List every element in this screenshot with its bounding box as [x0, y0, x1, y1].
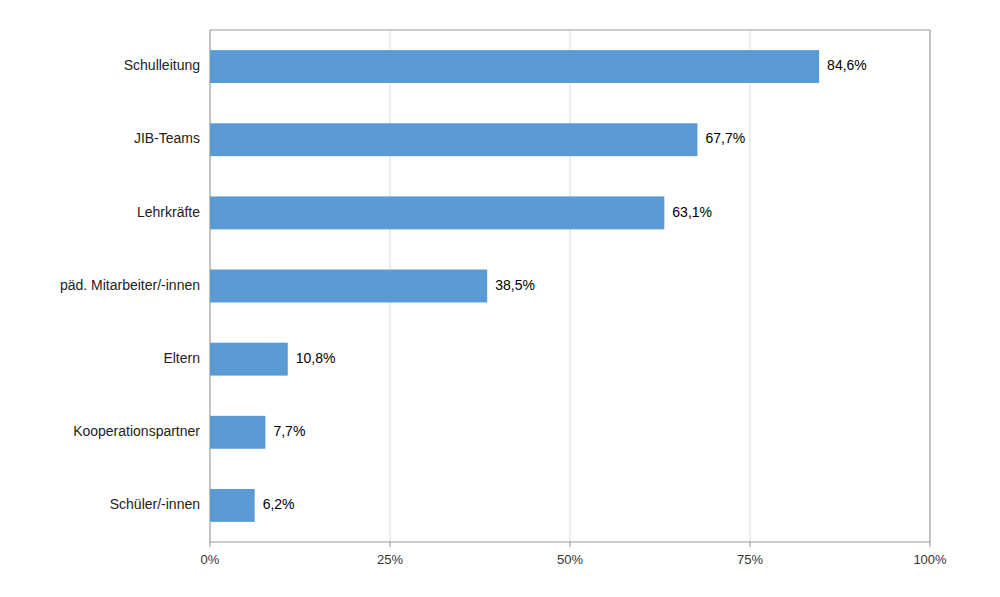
bars [210, 50, 819, 522]
x-tick-label: 25% [377, 552, 403, 567]
y-tick-label: Schulleitung [124, 57, 200, 73]
x-tick [210, 542, 211, 547]
bar [210, 270, 487, 303]
x-tick-label: 100% [913, 552, 947, 567]
y-tick-label: Lehrkräfte [137, 204, 200, 220]
grid-line [570, 30, 571, 542]
x-tick [930, 542, 931, 547]
bar [210, 123, 697, 156]
data-label: 7,7% [273, 423, 305, 439]
bar [210, 416, 265, 449]
x-tick [390, 542, 391, 547]
x-axis: 0% 25% 50% 75% 100% [201, 542, 947, 567]
data-label: 67,7% [705, 130, 745, 146]
bar [210, 343, 288, 376]
x-tick [750, 542, 751, 547]
data-label: 63,1% [672, 204, 712, 220]
chart-container: 0% 25% 50% 75% 100% Schüler/-innen Kooperation… [0, 0, 1000, 597]
data-label: 38,5% [495, 277, 535, 293]
data-labels: 6,2% 7,7% 10,8% 38,5% 63,1% 67,7% 84,6% [263, 57, 867, 512]
y-axis: Schüler/-innen Kooperationspartner Eltern p… [60, 57, 200, 512]
bar [210, 196, 664, 229]
x-tick [570, 542, 571, 547]
y-tick-label: JIB-Teams [134, 130, 200, 146]
x-tick-label: 50% [557, 552, 583, 567]
data-label: 84,6% [827, 57, 867, 73]
bar [210, 489, 255, 522]
y-tick-label: Eltern [163, 350, 200, 366]
chart-svg: 0% 25% 50% 75% 100% Schüler/-innen Kooperation… [0, 0, 1000, 597]
x-grid [210, 30, 930, 542]
bar [210, 50, 819, 83]
data-label: 10,8% [296, 350, 336, 366]
y-tick-label: päd. Mitarbeiter/-innen [60, 277, 200, 293]
plot-frame [210, 30, 930, 542]
x-tick-label: 0% [201, 552, 220, 567]
x-tick-label: 75% [737, 552, 763, 567]
y-tick-label: Kooperationspartner [73, 423, 200, 439]
y-tick-label: Schüler/-innen [110, 496, 200, 512]
data-label: 6,2% [263, 496, 295, 512]
grid-line [750, 30, 751, 542]
